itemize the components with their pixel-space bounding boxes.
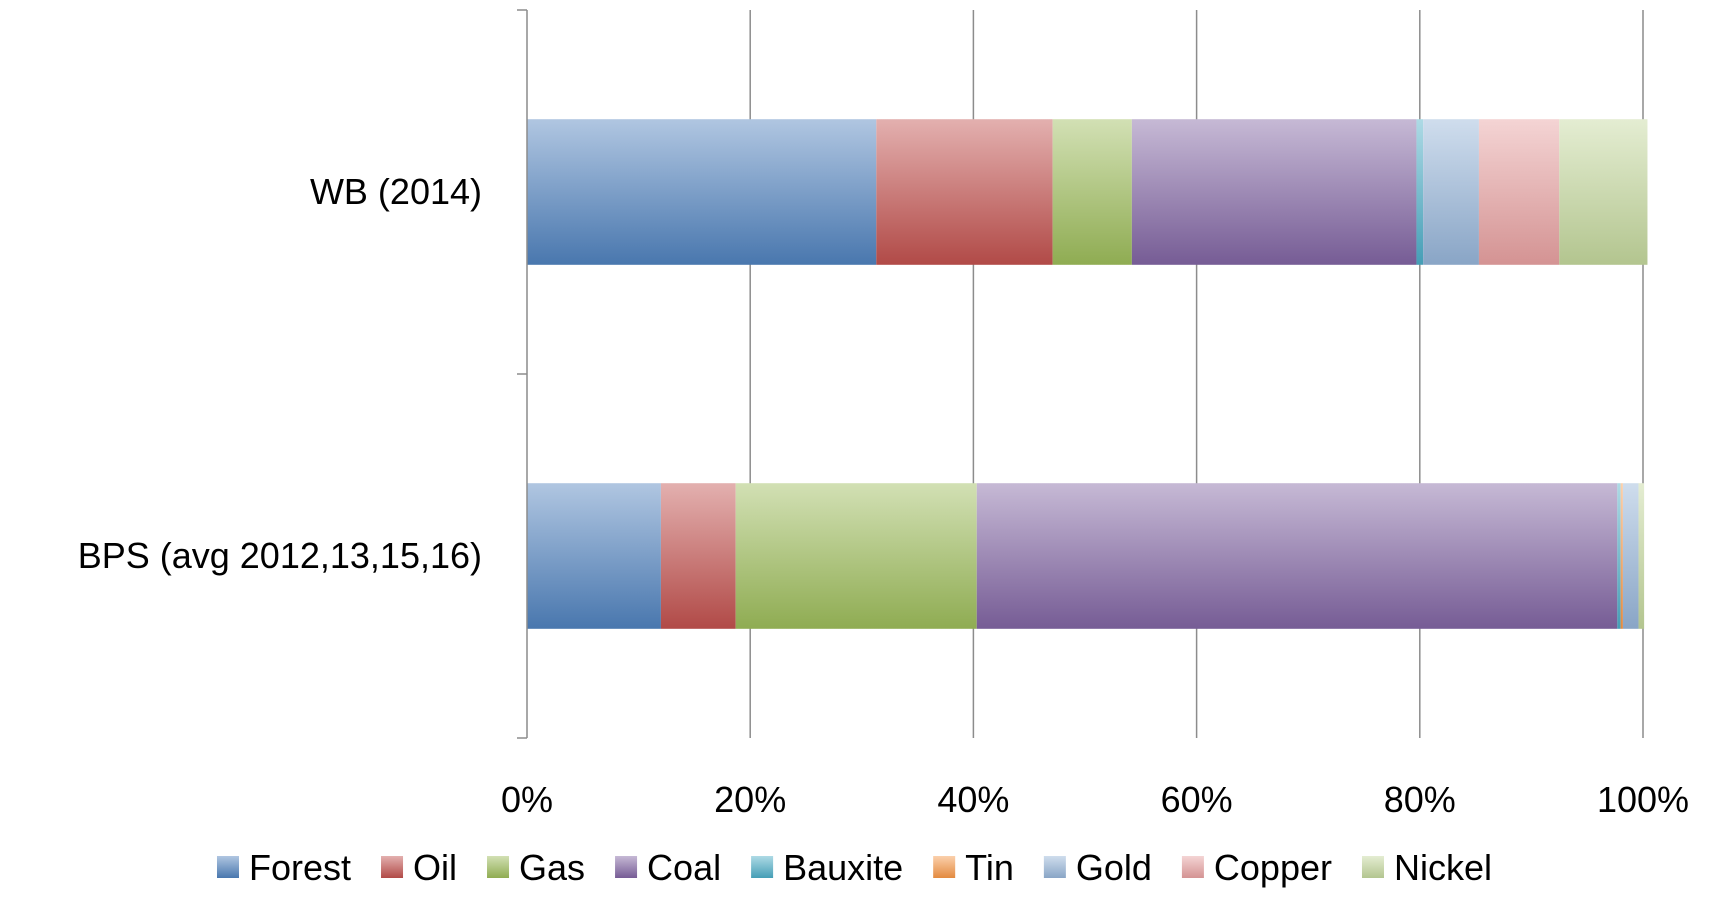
legend-label: Gold	[1076, 847, 1152, 888]
legend-item-copper: Copper	[1181, 847, 1332, 888]
bar-segment-copper-0	[1478, 119, 1560, 265]
legend-item-coal: Coal	[615, 847, 721, 888]
axes	[517, 9, 528, 739]
x-tick-label: 80%	[1384, 779, 1456, 820]
bar-segment-forest-1	[527, 483, 661, 629]
bar-segment-bauxite-0	[1416, 119, 1424, 265]
bar-segment-coal-1	[976, 483, 1618, 629]
legend-label: Forest	[249, 847, 351, 888]
x-tick-label: 0%	[501, 779, 553, 820]
category-label: BPS (avg 2012,13,15,16)	[78, 535, 482, 576]
x-tick-label: 20%	[714, 779, 786, 820]
legend-label: Coal	[647, 847, 721, 888]
legend-label: Nickel	[1394, 847, 1492, 888]
bar-segment-forest-0	[527, 119, 877, 265]
bar-segment-gold-0	[1423, 119, 1479, 265]
bar-segment-oil-0	[876, 119, 1053, 265]
legend-swatch	[933, 856, 956, 878]
legend-item-tin: Tin	[933, 847, 1014, 888]
x-tick-labels: 0% 20% 40% 60% 80% 100%	[501, 779, 1689, 820]
bar-segment-coal-0	[1131, 119, 1417, 265]
legend: Forest Oil Gas Coal Bauxite Tin Gold Copper Nick…	[216, 847, 1492, 888]
x-tick-label: 40%	[937, 779, 1009, 820]
legend-item-nickel: Nickel	[1361, 847, 1492, 888]
bar-segment-oil-1	[660, 483, 736, 629]
legend-label: Bauxite	[783, 847, 903, 888]
legend-swatch	[381, 856, 404, 878]
legend-item-gas: Gas	[487, 847, 585, 888]
legend-swatch	[751, 856, 774, 878]
bar-segment-gas-1	[735, 483, 977, 629]
bar-segment-nickel-0	[1559, 119, 1648, 265]
category-labels: WB (2014) BPS (avg 2012,13,15,16)	[78, 171, 482, 576]
bars	[527, 119, 1648, 629]
legend-item-gold: Gold	[1043, 847, 1152, 888]
legend-item-oil: Oil	[381, 847, 457, 888]
bar-segment-gas-0	[1052, 119, 1132, 265]
x-tick-label: 100%	[1597, 779, 1689, 820]
legend-swatch	[1361, 856, 1384, 878]
legend-label: Oil	[413, 847, 457, 888]
legend-item-bauxite: Bauxite	[751, 847, 903, 888]
bar-segment-bauxite-1	[1617, 483, 1621, 629]
legend-item-forest: Forest	[216, 847, 351, 888]
legend-swatch	[216, 856, 239, 878]
legend-label: Copper	[1214, 847, 1332, 888]
bar-segment-gold-1	[1622, 483, 1639, 629]
legend-label: Gas	[519, 847, 585, 888]
category-label: WB (2014)	[310, 171, 482, 212]
legend-swatch	[1181, 856, 1204, 878]
legend-swatch	[487, 856, 510, 878]
bar-segment-nickel-1	[1638, 483, 1645, 629]
legend-swatch	[615, 856, 638, 878]
x-tick-label: 60%	[1161, 779, 1233, 820]
legend-label: Tin	[965, 847, 1014, 888]
bar-segment-tin-1	[1620, 483, 1623, 629]
legend-swatch	[1043, 856, 1066, 878]
